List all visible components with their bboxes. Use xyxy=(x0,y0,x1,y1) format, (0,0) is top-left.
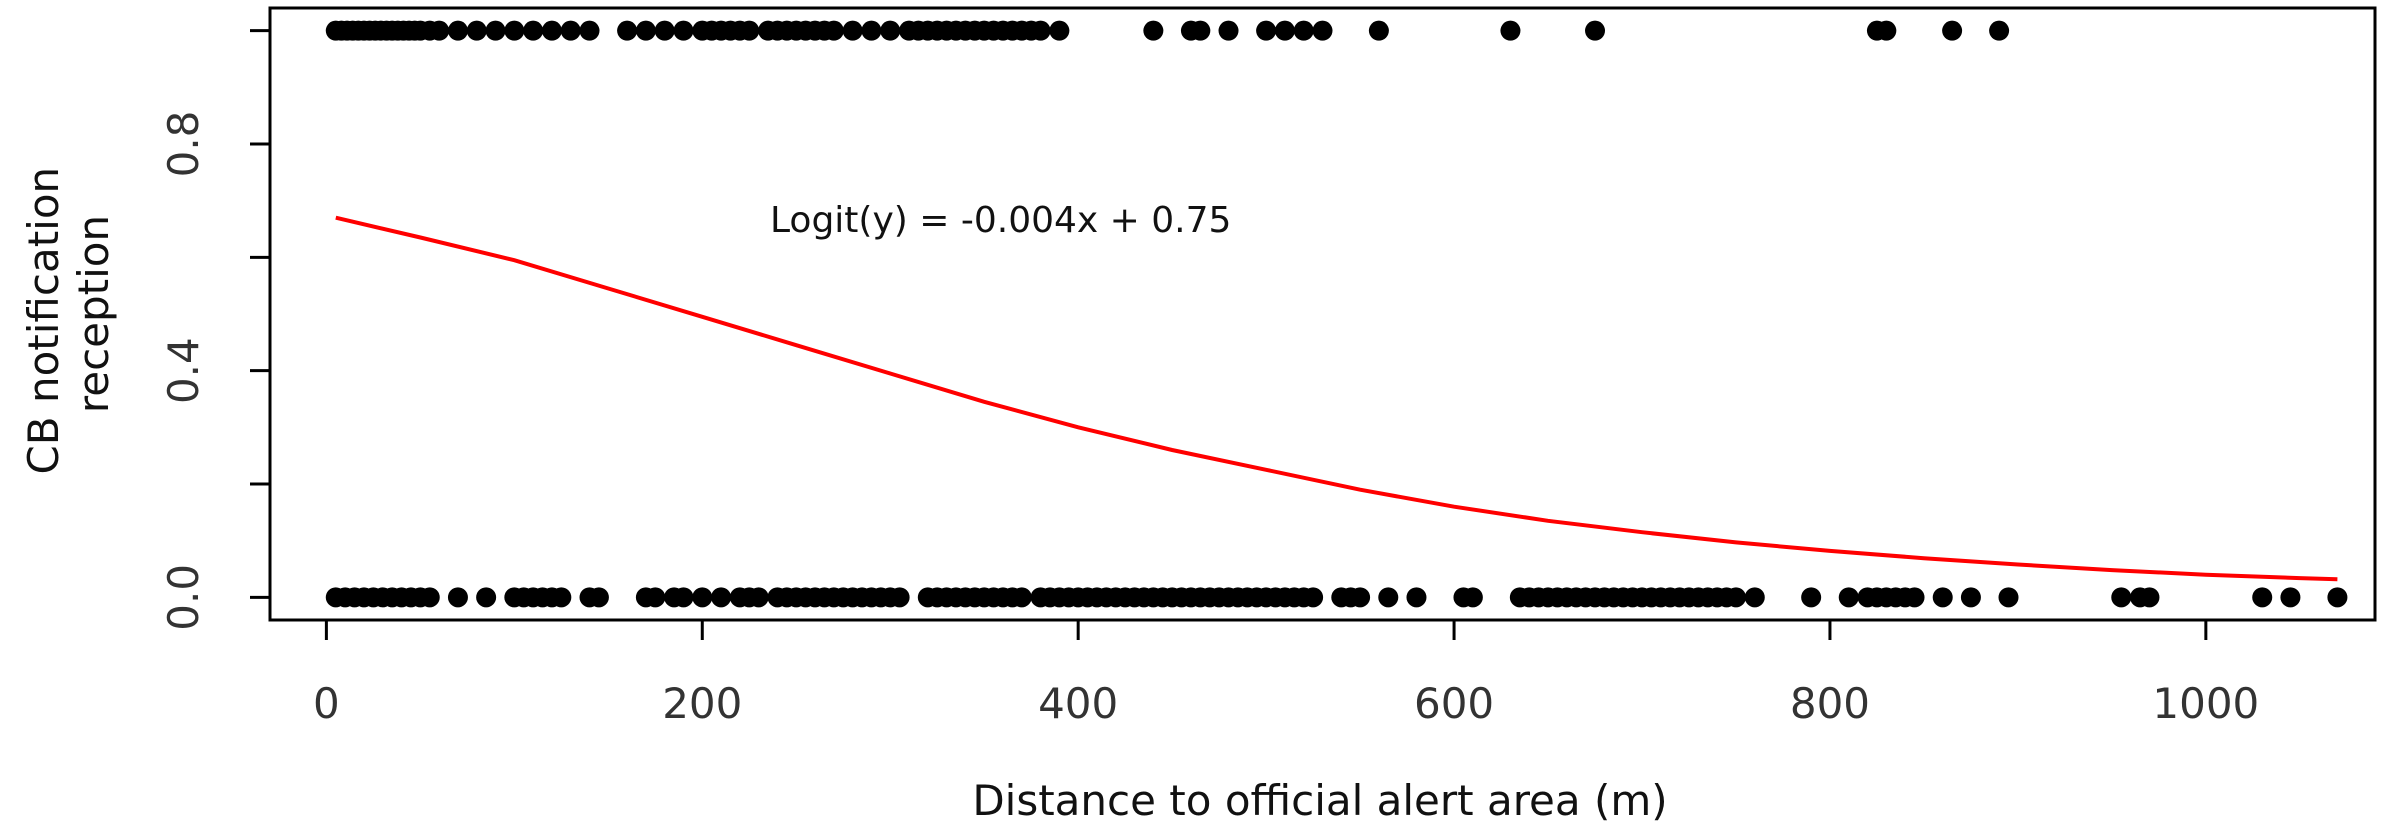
data-point xyxy=(1801,587,1822,608)
data-point xyxy=(1989,20,2010,41)
data-point xyxy=(861,20,882,41)
y-axis-title-line-2: reception xyxy=(69,215,118,413)
data-point xyxy=(485,20,506,41)
data-point xyxy=(1585,20,1606,41)
data-point xyxy=(1876,20,1897,41)
data-point xyxy=(1218,20,1239,41)
data-point xyxy=(1838,587,1859,608)
data-point xyxy=(1904,587,1925,608)
data-point xyxy=(842,20,863,41)
x-tick-label: 800 xyxy=(1790,679,1870,728)
data-point xyxy=(1256,20,1277,41)
x-tick-label: 200 xyxy=(662,679,742,728)
data-point xyxy=(1942,20,1963,41)
data-point xyxy=(1368,20,1389,41)
data-point xyxy=(2327,587,2348,608)
data-point xyxy=(429,20,450,41)
x-axis: 0 200 400 600 800 1000 xyxy=(313,620,2259,728)
data-point xyxy=(1274,20,1295,41)
data-point xyxy=(1030,20,1051,41)
data-point xyxy=(1406,587,1427,608)
data-point xyxy=(654,20,675,41)
data-point xyxy=(1960,587,1981,608)
plot-frame xyxy=(268,6,2377,622)
y-tick-label: 0.0 xyxy=(159,564,208,631)
data-point xyxy=(419,587,440,608)
data-point xyxy=(541,20,562,41)
data-point xyxy=(2139,587,2160,608)
data-point xyxy=(823,20,844,41)
data-point xyxy=(1378,587,1399,608)
data-point xyxy=(880,20,901,41)
y-axis: 0.0 0.4 0.8 xyxy=(159,29,270,631)
data-point xyxy=(1143,20,1164,41)
data-point xyxy=(1303,587,1324,608)
y-tick-label: 0.4 xyxy=(159,337,208,404)
data-point xyxy=(645,587,666,608)
data-point xyxy=(1725,587,1746,608)
x-tick-label: 1000 xyxy=(2152,679,2259,728)
data-point xyxy=(447,587,468,608)
data-point xyxy=(673,20,694,41)
x-tick-label: 600 xyxy=(1414,679,1494,728)
data-point xyxy=(1932,587,1953,608)
x-tick-label: 400 xyxy=(1038,679,1118,728)
data-point xyxy=(476,587,497,608)
data-point xyxy=(739,20,760,41)
x-tick-label: 0 xyxy=(313,679,340,728)
regression-equation: Logit(y) = -0.004x + 0.75 xyxy=(770,200,1231,241)
data-point xyxy=(560,20,581,41)
data-point xyxy=(711,587,732,608)
data-point xyxy=(2252,587,2273,608)
data-point xyxy=(466,20,487,41)
data-point xyxy=(1500,20,1521,41)
data-point xyxy=(504,20,525,41)
data-point xyxy=(692,587,713,608)
fitted-logistic-curve xyxy=(335,215,2338,582)
data-point xyxy=(673,587,694,608)
x-axis-title: Distance to official alert area (m) xyxy=(972,776,1667,825)
data-point xyxy=(2280,587,2301,608)
data-point xyxy=(447,20,468,41)
data-point xyxy=(1462,587,1483,608)
data-point xyxy=(1998,587,2019,608)
data-point xyxy=(1190,20,1211,41)
data-point xyxy=(1312,20,1333,41)
data-point xyxy=(551,587,572,608)
data-point xyxy=(635,20,656,41)
data-point xyxy=(2111,587,2132,608)
data-point xyxy=(523,20,544,41)
y-axis-title-line-1: CB notification xyxy=(19,167,68,475)
data-point xyxy=(889,587,910,608)
data-point xyxy=(579,20,600,41)
data-point xyxy=(1744,587,1765,608)
y-tick-label: 0.8 xyxy=(159,111,208,178)
data-point xyxy=(748,587,769,608)
data-point xyxy=(1293,20,1314,41)
data-point xyxy=(1011,587,1032,608)
data-point xyxy=(1350,587,1371,608)
data-point xyxy=(1049,20,1070,41)
data-points xyxy=(325,20,2348,608)
y-axis-title: CB notification reception xyxy=(19,153,118,474)
data-point xyxy=(617,20,638,41)
data-point xyxy=(588,587,609,608)
